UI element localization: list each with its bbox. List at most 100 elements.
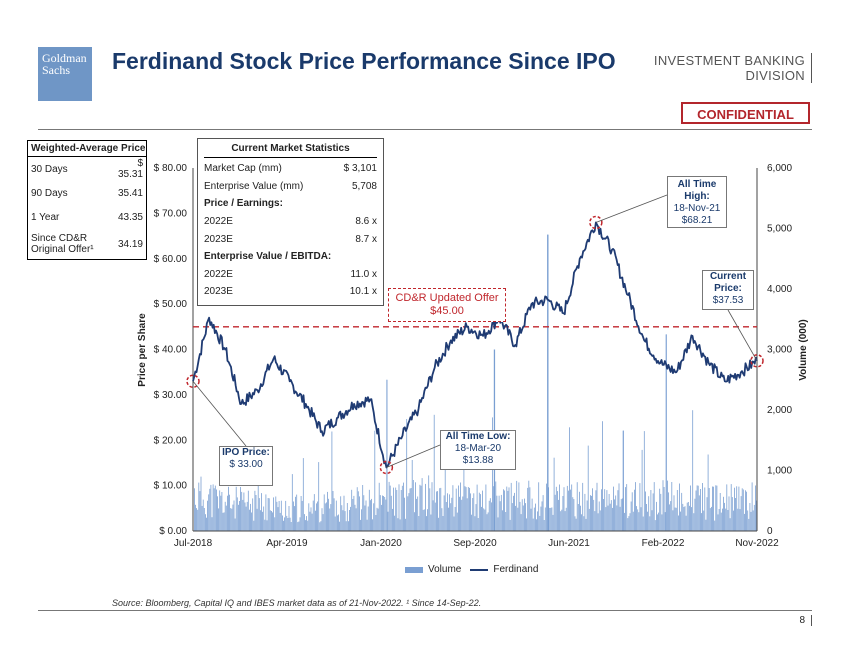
volume-bar — [275, 496, 277, 531]
volume-bar — [308, 503, 310, 531]
volume-bar — [433, 414, 435, 531]
volume-bar — [729, 518, 731, 531]
y2-tick-label: 5,000 — [767, 224, 792, 235]
volume-bar — [385, 499, 387, 531]
volume-bar — [249, 509, 250, 531]
volume-bar — [616, 505, 618, 531]
volume-bars — [194, 234, 757, 532]
volume-bar — [368, 489, 370, 531]
volume-bar — [652, 493, 654, 531]
volume-bar — [392, 508, 393, 531]
volume-bar — [306, 516, 307, 531]
volume-bar — [549, 507, 551, 531]
volume-bar — [535, 503, 536, 531]
volume-bar — [431, 482, 433, 531]
x-tick-label: Jun-2021 — [548, 538, 590, 549]
table-row: Since CD&R Original Offer¹ 34.19 — [28, 229, 146, 259]
volume-bar — [612, 507, 613, 531]
current-pointer — [727, 309, 758, 362]
volume-bar — [481, 506, 482, 531]
volume-bar — [388, 481, 390, 531]
market-statistics-title: Current Market Statistics — [204, 143, 377, 158]
volume-bar — [573, 499, 575, 531]
row-label: 2023E — [204, 233, 233, 245]
volume-bar — [350, 506, 351, 531]
volume-bar — [317, 501, 318, 531]
volume-bar — [491, 502, 492, 531]
volume-bar — [375, 515, 377, 531]
volume-bar — [597, 513, 599, 531]
volume-bar — [687, 502, 689, 531]
y-tick-label: $ 30.00 — [154, 390, 188, 401]
current-marker — [750, 354, 764, 368]
volume-bar — [591, 495, 592, 531]
volume-bar — [692, 410, 694, 531]
volume-bar — [418, 516, 420, 531]
volume-bar — [574, 516, 576, 531]
volume-bar — [264, 519, 266, 531]
volume-bar — [712, 486, 713, 531]
price-swatch — [470, 568, 489, 571]
volume-bar — [619, 506, 621, 531]
volume-bar — [736, 486, 738, 531]
volume-bar — [416, 498, 417, 531]
volume-bar — [357, 491, 359, 531]
volume-bar — [557, 491, 558, 531]
volume-bar — [562, 496, 564, 531]
volume-bar — [640, 507, 642, 531]
volume-bar — [333, 498, 335, 531]
weighted-average-table: Weighted-Average Price 30 Days $ 35.31 90… — [27, 140, 147, 260]
volume-bar — [555, 486, 557, 531]
x-tick-label: Feb-2022 — [642, 538, 685, 549]
volume-bar — [474, 516, 476, 531]
volume-bar — [203, 508, 205, 531]
current-value: $37.53 — [712, 295, 744, 306]
market-statistics-table: Current Market Statistics Market Cap (mm… — [197, 138, 384, 306]
ipo-price-callout: IPO Price: $ 33.00 — [219, 446, 273, 486]
volume-bar — [417, 496, 419, 531]
volume-bar — [572, 497, 574, 531]
volume-bar — [231, 508, 233, 531]
volume-bar — [397, 518, 399, 531]
volume-bar — [254, 490, 256, 531]
volume-bar — [407, 496, 409, 531]
volume-bar — [579, 491, 580, 531]
volume-bar — [498, 495, 500, 531]
volume-bar — [302, 458, 304, 531]
volume-bar — [238, 504, 239, 531]
y-tick-label: $ 70.00 — [154, 208, 188, 219]
volume-bar — [681, 492, 683, 531]
volume-bar — [604, 489, 606, 531]
x-tick-label: Sep-2020 — [453, 538, 497, 549]
volume-bar — [399, 519, 401, 531]
row-label: 30 Days — [31, 163, 68, 175]
volume-bar — [520, 514, 522, 531]
volume-bar — [700, 489, 701, 531]
current-price-callout: Current Price: $37.53 — [702, 270, 754, 310]
all-time-high-callout: All Time High: 18-Nov-21 $68.21 — [667, 176, 727, 228]
volume-bar — [527, 487, 529, 531]
volume-bar — [618, 483, 620, 531]
volume-bar — [707, 454, 709, 531]
volume-bar — [345, 521, 347, 531]
volume-bar — [667, 480, 668, 531]
volume-bar — [486, 514, 488, 531]
volume-bar — [582, 482, 584, 531]
volume-bar — [221, 492, 223, 531]
volume-bar — [620, 499, 622, 531]
weighted-average-box: Weighted-Average Price 30 Days $ 35.31 90… — [27, 140, 147, 260]
volume-bar — [240, 487, 241, 531]
volume-bar — [575, 518, 577, 531]
volume-bar — [610, 500, 612, 531]
volume-bar — [682, 503, 684, 531]
ipo-title: IPO Price: — [222, 447, 270, 458]
volume-bar — [463, 431, 465, 531]
volume-bar — [381, 504, 382, 531]
volume-bar — [568, 490, 569, 531]
volume-bar — [334, 516, 336, 531]
volume-bar — [267, 498, 269, 531]
volume-bar — [442, 516, 444, 531]
volume-bar — [454, 507, 456, 531]
volume-bar — [220, 495, 222, 531]
volume-bar — [304, 514, 305, 531]
